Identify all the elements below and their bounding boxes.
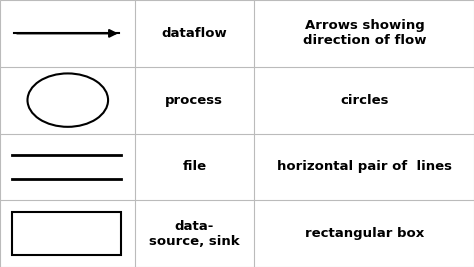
Text: horizontal pair of  lines: horizontal pair of lines: [277, 160, 453, 173]
Text: process: process: [165, 94, 223, 107]
Text: circles: circles: [341, 94, 389, 107]
Text: file: file: [182, 160, 206, 173]
Text: Arrows showing
direction of flow: Arrows showing direction of flow: [303, 19, 427, 47]
Text: dataflow: dataflow: [162, 27, 227, 40]
Text: data-
source, sink: data- source, sink: [149, 220, 240, 248]
Bar: [12, 212, 121, 255]
Text: rectangular box: rectangular box: [305, 227, 425, 240]
